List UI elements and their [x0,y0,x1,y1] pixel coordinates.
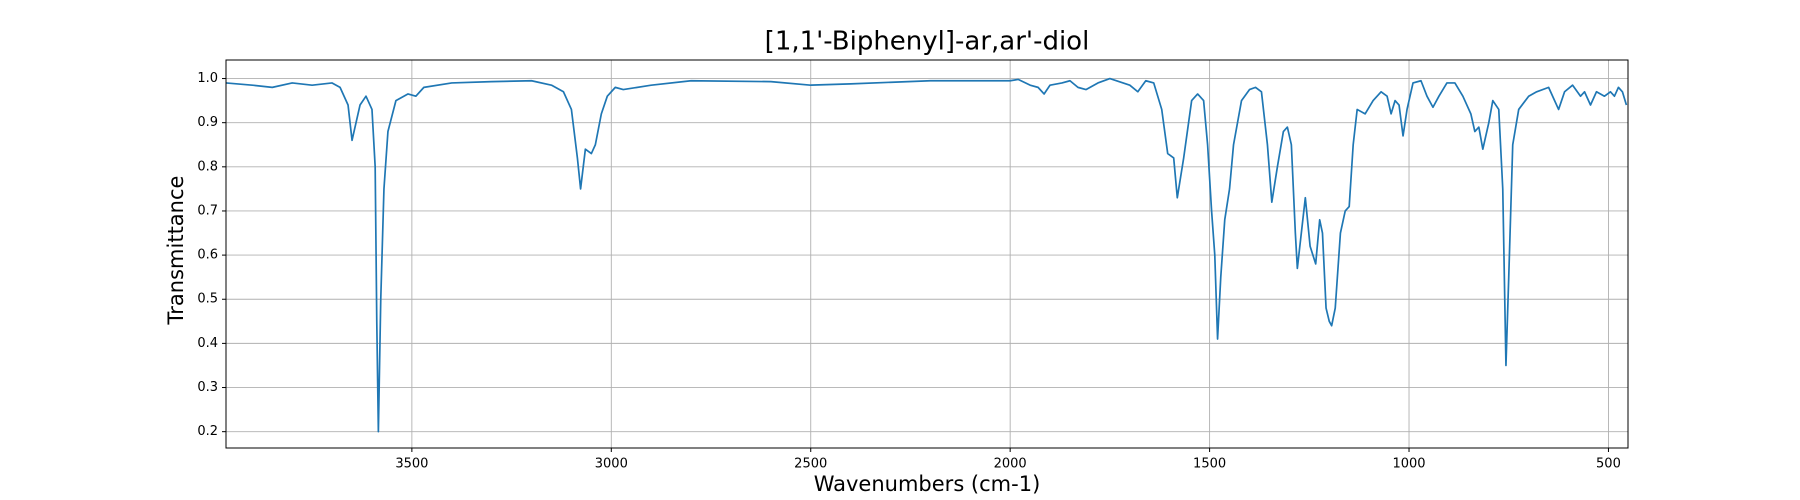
y-tick-label: 0.5 [197,292,218,307]
x-tick-label: 3500 [395,457,428,472]
y-tick-label: 0.4 [197,336,218,351]
x-tick-label: 2500 [794,457,827,472]
y-tick-label: 0.3 [197,380,218,395]
x-axis-label: Wavenumbers (cm-1) [814,472,1041,496]
x-tick-label: 3000 [595,457,628,472]
chart-title: [1,1'-Biphenyl]-ar,ar'-diol [765,27,1090,57]
y-tick-label: 0.6 [197,248,218,263]
x-tick-label: 1500 [1193,457,1226,472]
y-tick-label: 0.8 [197,159,218,174]
x-tick-label: 1000 [1392,457,1425,472]
y-axis-label: Transmittance [164,176,188,326]
y-tick-label: 1.0 [197,71,218,86]
x-tick-label: 2000 [994,457,1027,472]
y-tick-label: 0.2 [197,424,218,439]
plot-frame [225,59,1629,449]
spectrum-line [225,77,1628,433]
y-tick-label: 0.9 [197,115,218,130]
y-tick-label: 0.7 [197,203,218,218]
x-tick-label: 500 [1596,457,1621,472]
